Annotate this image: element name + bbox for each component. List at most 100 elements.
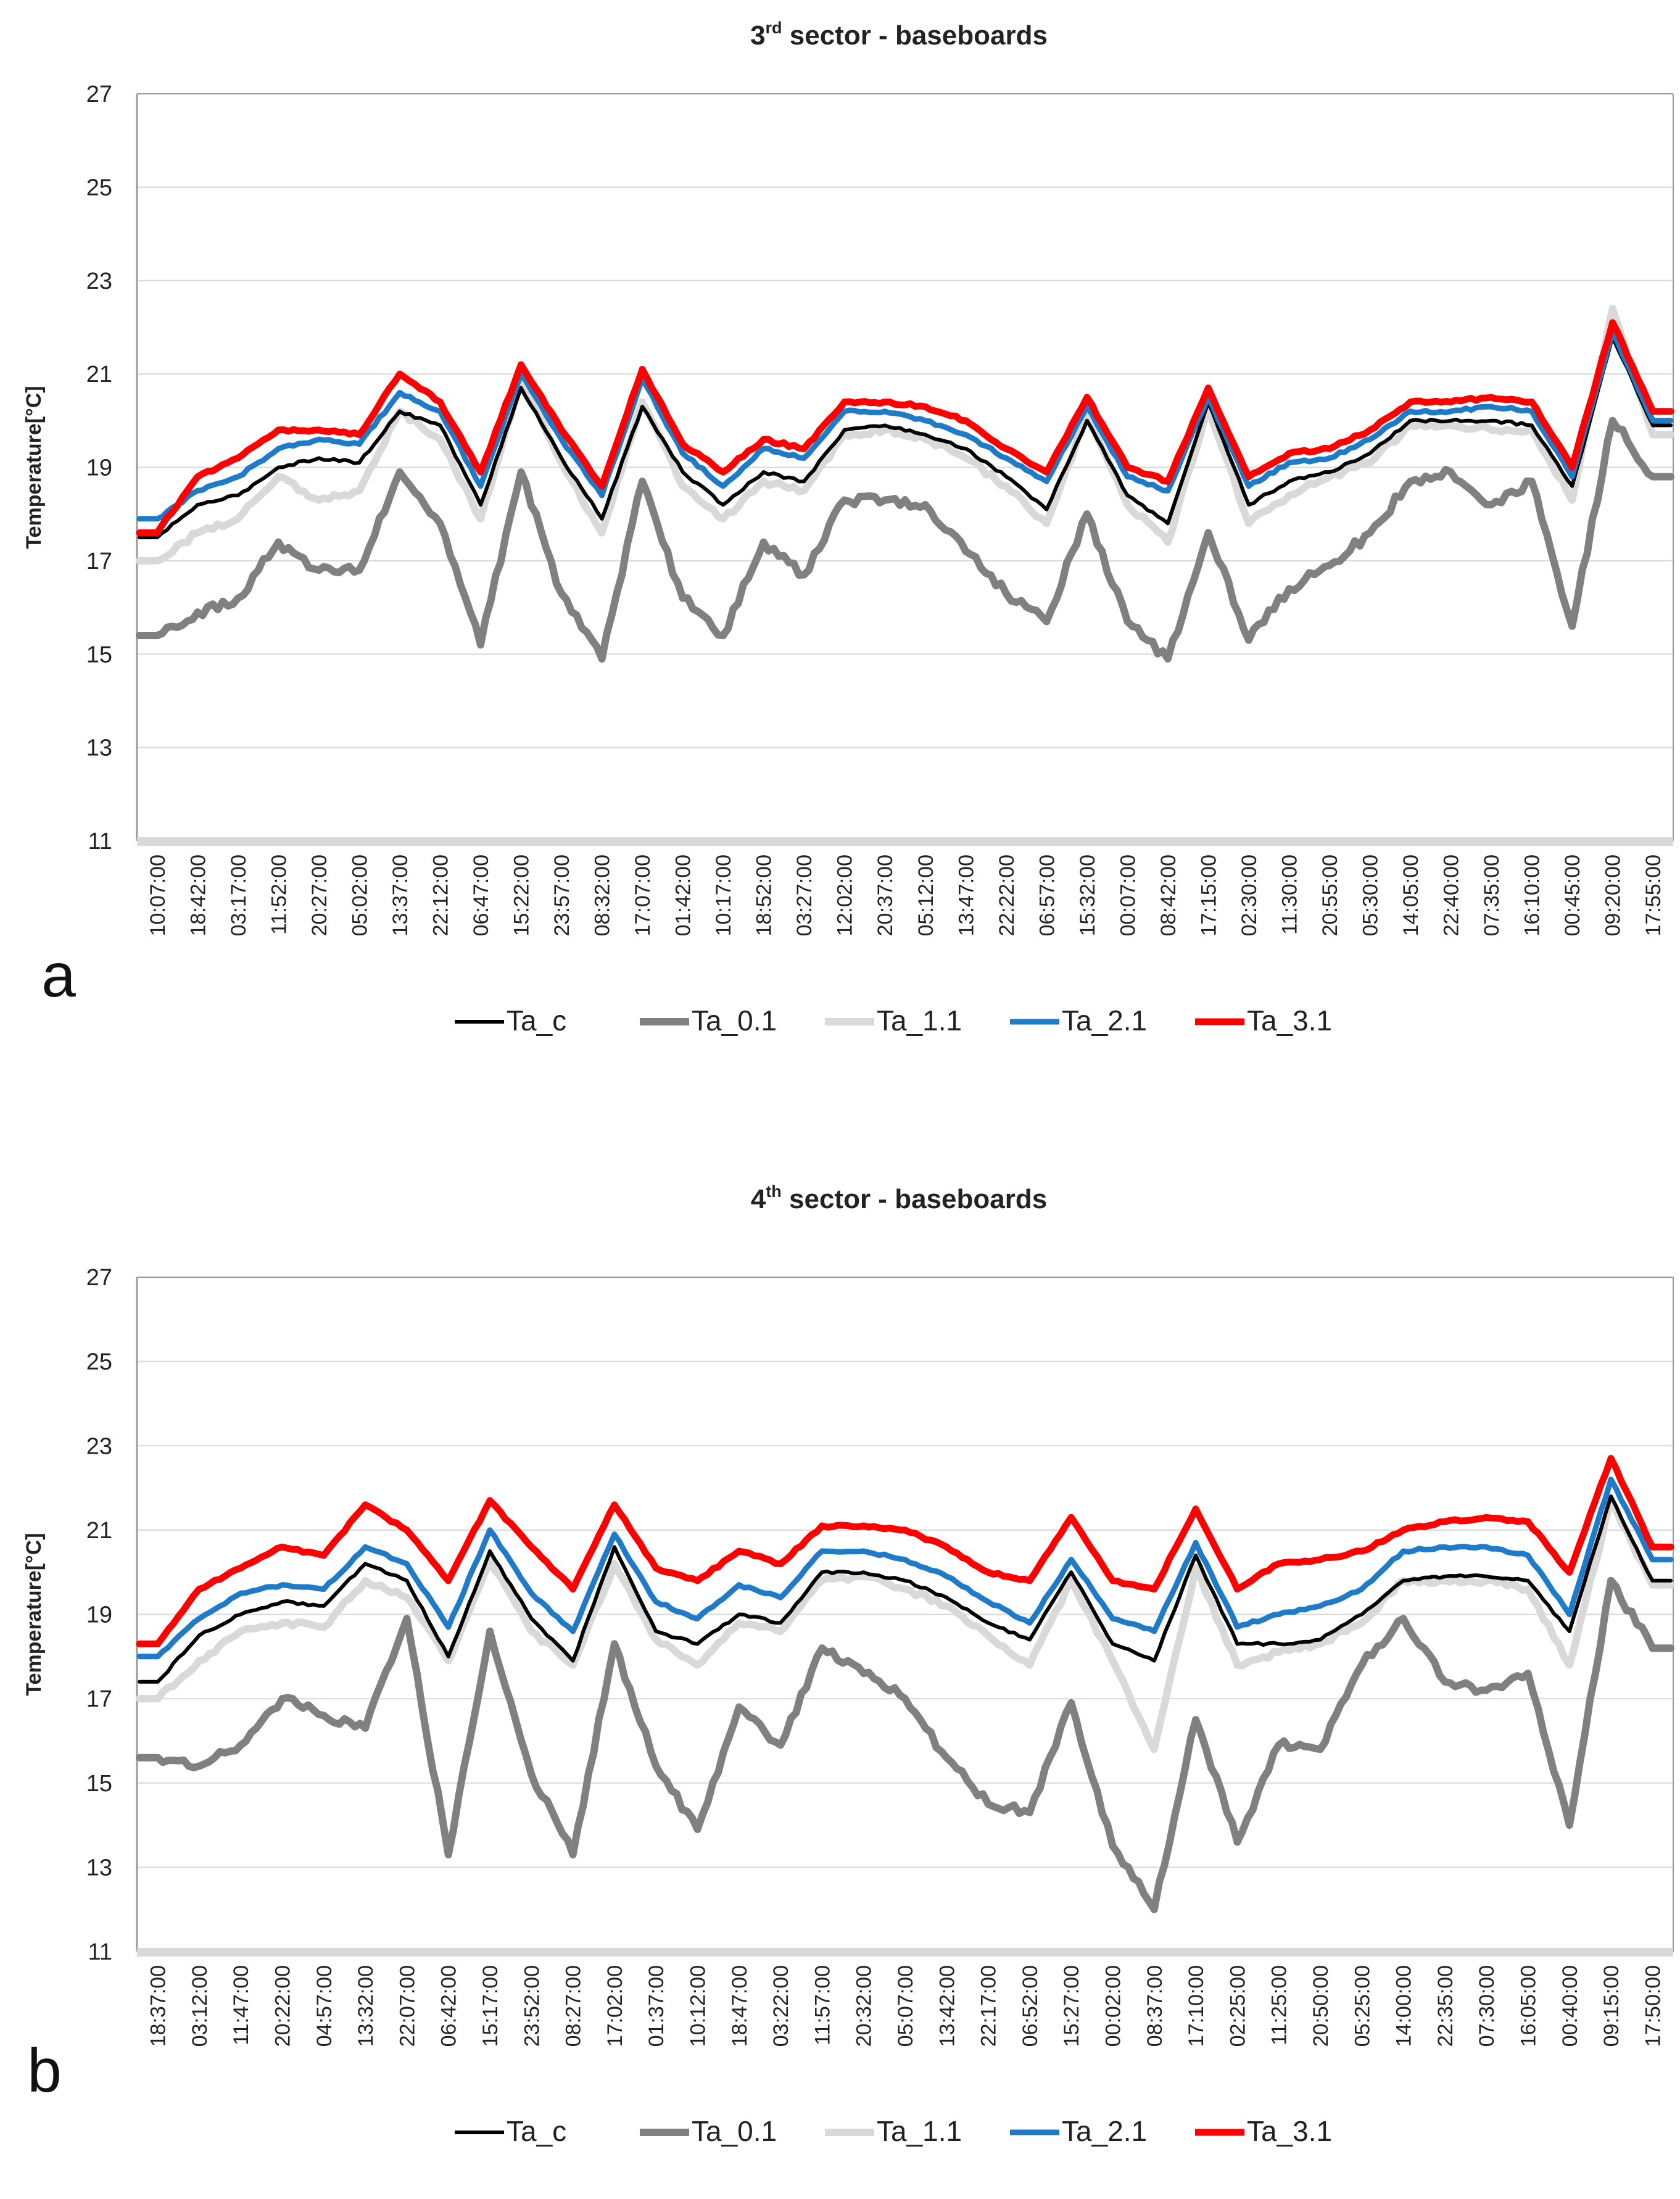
data-point (818, 1644, 826, 1652)
chart-title: 3rd sector - baseboards (750, 19, 1048, 51)
data-point (652, 1762, 660, 1770)
data-point (275, 445, 281, 452)
data-point (736, 1582, 742, 1588)
chart-title: 4th sector - baseboards (751, 1182, 1047, 1214)
data-point (1608, 1476, 1614, 1483)
chart-panel-b: 4th sector - baseboards 11 13 15 17 19 21 23 25 2… (22, 1182, 1674, 2147)
y-tick-label: 13 (86, 1855, 112, 1881)
data-point (1317, 1556, 1324, 1563)
data-point (922, 403, 929, 410)
x-tick-label: 03:27:00 (793, 855, 816, 936)
data-point (1003, 455, 1009, 461)
data-point (1287, 479, 1291, 484)
data-point (1447, 399, 1455, 406)
data-point (1150, 1746, 1158, 1754)
series-Ta_2-1 (136, 329, 1674, 522)
data-point (719, 515, 727, 523)
series-line (136, 329, 1674, 522)
data-point (1164, 478, 1172, 485)
data-point (902, 1557, 908, 1563)
data-point (196, 1586, 203, 1593)
data-point (1318, 1638, 1322, 1642)
data-point (1488, 426, 1496, 434)
y-tick-label: 17 (86, 549, 112, 574)
legend-label: Ta_0.1 (692, 2115, 777, 2147)
data-point (362, 1724, 370, 1732)
data-point (1316, 1746, 1324, 1754)
data-point (986, 1621, 990, 1625)
data-point (800, 487, 808, 495)
data-point (1233, 1661, 1241, 1669)
data-point (720, 483, 726, 489)
x-tick-label: 02:30:00 (1238, 855, 1261, 936)
data-point (1151, 1628, 1157, 1634)
data-point (735, 1547, 743, 1555)
data-point (984, 1631, 992, 1639)
data-point (1002, 482, 1010, 490)
data-point (1649, 431, 1657, 439)
data-point (1447, 468, 1455, 476)
data-point (598, 655, 606, 663)
x-tick-label: 18:52:00 (753, 855, 776, 936)
data-point (405, 1578, 409, 1583)
data-point (237, 1564, 244, 1572)
data-point (759, 538, 768, 546)
data-point (445, 1577, 452, 1584)
data-point (529, 1617, 534, 1621)
x-tick-label: 15:27:00 (1060, 1965, 1083, 2047)
x-tick-label: 17:50:00 (1641, 1965, 1665, 2047)
data-point (403, 1594, 411, 1602)
data-point (1204, 384, 1212, 392)
x-tick-label: 03:22:00 (769, 1965, 793, 2047)
data-point (436, 520, 444, 528)
data-point (1193, 1539, 1199, 1546)
data-point (695, 1642, 700, 1646)
data-point (652, 1564, 660, 1572)
data-point (1276, 1612, 1282, 1617)
data-point (356, 441, 362, 447)
data-point (478, 483, 484, 489)
data-point (1488, 394, 1495, 401)
data-point (1233, 1586, 1241, 1593)
panel-label: b (27, 2036, 62, 2105)
data-point (1524, 1585, 1532, 1593)
data-point (639, 398, 647, 406)
data-point (1407, 399, 1414, 406)
data-point (903, 1578, 907, 1583)
data-point (800, 571, 808, 579)
x-tick-label: 00:07:00 (1116, 855, 1140, 936)
data-point (759, 478, 768, 486)
legend-label: Ta_c (507, 2115, 566, 2147)
x-tick-label: 10:12:00 (687, 1965, 710, 2047)
data-point (1441, 1678, 1449, 1686)
x-tick-label: 08:37:00 (1143, 1965, 1167, 2047)
data-point (984, 1800, 992, 1808)
x-tick-label: 06:42:00 (437, 1965, 461, 2047)
data-point (735, 1619, 743, 1627)
x-tick-label: 18:37:00 (147, 1965, 170, 2047)
data-point (600, 516, 604, 521)
y-tick-label: 21 (86, 1518, 112, 1544)
data-point (1286, 460, 1292, 466)
data-point (1111, 1642, 1115, 1646)
data-point (276, 465, 281, 470)
y-axis-label: Temperature[°C] (22, 386, 46, 549)
chart-title-superscript: rd (766, 19, 782, 37)
data-point (760, 436, 768, 443)
data-point (923, 433, 927, 437)
y-tick-label: 23 (86, 268, 112, 294)
data-point (881, 496, 889, 504)
data-point (777, 1741, 785, 1749)
data-point (1442, 1544, 1448, 1550)
data-point (195, 1762, 203, 1770)
data-point (1367, 426, 1374, 434)
x-tick-label: 12:02:00 (834, 855, 857, 936)
x-tick-label: 03:12:00 (188, 1965, 212, 2047)
data-point (1109, 1842, 1117, 1850)
series-Ta_3-1 (136, 1455, 1674, 1647)
data-point (962, 417, 969, 424)
legend-item-Ta_3-1: Ta_3.1 (1195, 1004, 1332, 1037)
data-point (841, 399, 848, 406)
data-point (570, 1628, 576, 1634)
